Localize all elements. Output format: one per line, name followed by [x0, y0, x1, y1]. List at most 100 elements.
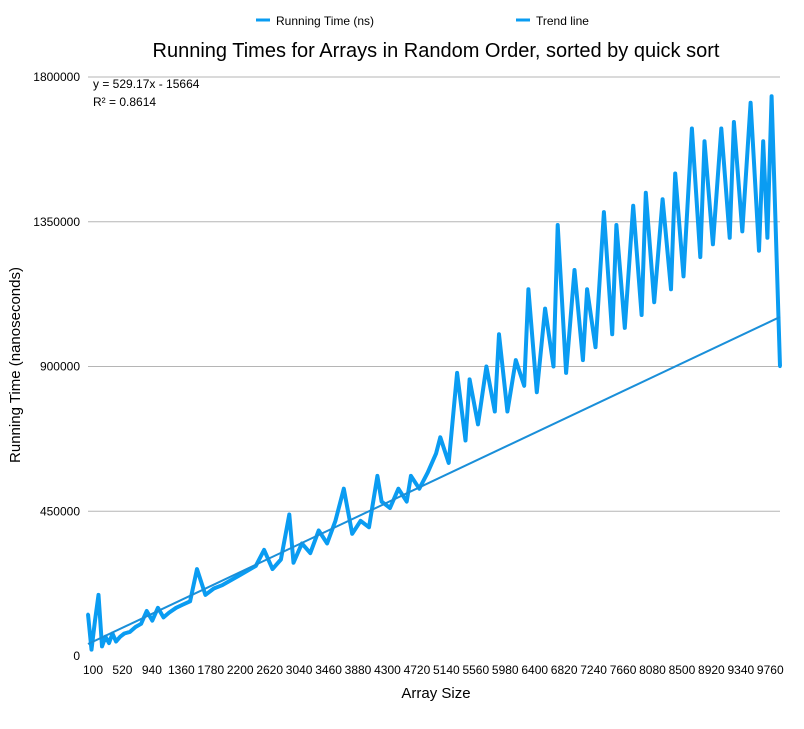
data-point: [660, 197, 665, 201]
trend-equation: y = 529.17x - 15664: [93, 77, 200, 91]
data-point: [631, 204, 635, 208]
data-point: [118, 635, 122, 639]
data-point: [287, 512, 291, 517]
data-point: [484, 364, 489, 369]
x-tick-label: 1360: [168, 663, 195, 677]
data-point: [342, 487, 346, 491]
legend-label-trend-line: Trend line: [536, 14, 589, 28]
data-point: [174, 606, 178, 610]
x-tick-label: 6400: [521, 663, 548, 677]
data-point: [270, 567, 275, 571]
x-tick-label: 9760: [757, 663, 784, 677]
data-point: [375, 474, 379, 478]
x-tick-label: 8080: [639, 663, 666, 677]
legend: Running Time (ns) Trend line: [256, 14, 589, 28]
data-point: [455, 371, 459, 375]
x-tick-label: 2620: [256, 663, 283, 677]
data-point: [114, 639, 118, 644]
data-point: [623, 326, 627, 330]
data-point: [673, 171, 677, 176]
data-point: [593, 345, 598, 349]
data-point: [468, 377, 472, 381]
data-point: [447, 461, 451, 465]
data-point: [463, 438, 468, 443]
data-point: [203, 593, 208, 597]
x-tick-label: 3460: [315, 663, 342, 677]
data-point: [640, 313, 644, 317]
data-point: [652, 300, 656, 304]
data-point: [188, 599, 192, 603]
data-point: [778, 364, 782, 369]
x-tick-label: 5980: [492, 663, 519, 677]
data-point: [719, 126, 723, 131]
data-point: [379, 500, 384, 504]
data-point: [774, 229, 778, 233]
data-point: [543, 307, 547, 311]
x-tick-label: 100: [83, 663, 103, 677]
data-point: [681, 274, 686, 279]
data-point: [139, 622, 143, 626]
y-axis-title: Running Time (nanoseconds): [7, 267, 24, 463]
trend-r-squared: R² = 0.8614: [93, 95, 156, 109]
data-point: [150, 619, 154, 623]
x-tick-label: 2200: [227, 663, 254, 677]
data-point: [702, 139, 707, 143]
data-point: [740, 229, 744, 233]
data-point: [133, 625, 138, 629]
data-point: [669, 287, 673, 291]
data-point: [522, 384, 526, 388]
data-point: [581, 358, 585, 362]
x-tick-label: 6820: [551, 663, 578, 677]
data-point: [86, 612, 90, 616]
data-point: [317, 528, 321, 533]
data-point: [610, 332, 614, 336]
y-tick-label: 450000: [40, 504, 80, 518]
data-point: [728, 236, 732, 240]
trend-line: [87, 316, 781, 645]
data-point: [100, 644, 104, 648]
data-point: [212, 586, 216, 591]
data-point: [333, 519, 338, 523]
data-point: [585, 287, 589, 291]
data-point: [279, 557, 283, 562]
data-point: [89, 647, 94, 652]
gridlines: [88, 76, 780, 512]
data-point: [711, 242, 715, 246]
data-point: [145, 609, 149, 613]
x-tick-label: 5560: [462, 663, 489, 677]
data-point: [535, 390, 539, 394]
data-point: [434, 451, 438, 455]
plot-area: [86, 94, 782, 652]
chart-title: Running Times for Arrays in Random Order…: [153, 40, 720, 62]
y-tick-label: 0: [73, 649, 80, 663]
x-tick-label: 9340: [727, 663, 754, 677]
data-point: [96, 593, 101, 597]
data-point: [220, 583, 224, 587]
data-point: [405, 500, 409, 504]
y-tick-label: 1350000: [33, 215, 80, 229]
data-point: [514, 358, 518, 362]
data-point: [291, 561, 296, 565]
data-point: [167, 610, 171, 615]
data-point: [602, 210, 606, 214]
data-point: [551, 364, 556, 369]
data-point: [761, 139, 765, 143]
y-axis-ticks: 0 450000 900000 1350000 1800000: [33, 70, 80, 663]
x-tick-label: 520: [112, 663, 132, 677]
data-point: [732, 120, 736, 124]
x-tick-label: 1780: [197, 663, 224, 677]
data-point: [107, 641, 111, 645]
data-point: [122, 631, 126, 636]
data-point: [409, 474, 413, 478]
y-tick-label: 900000: [40, 360, 80, 374]
data-point: [426, 471, 430, 475]
data-point: [770, 94, 774, 98]
data-point: [396, 487, 400, 491]
data-point: [556, 223, 560, 227]
data-point: [572, 268, 577, 272]
x-tick-label: 3040: [286, 663, 313, 677]
x-tick-label: 5140: [433, 663, 460, 677]
x-tick-label: 8500: [669, 663, 696, 677]
data-point: [757, 249, 761, 253]
